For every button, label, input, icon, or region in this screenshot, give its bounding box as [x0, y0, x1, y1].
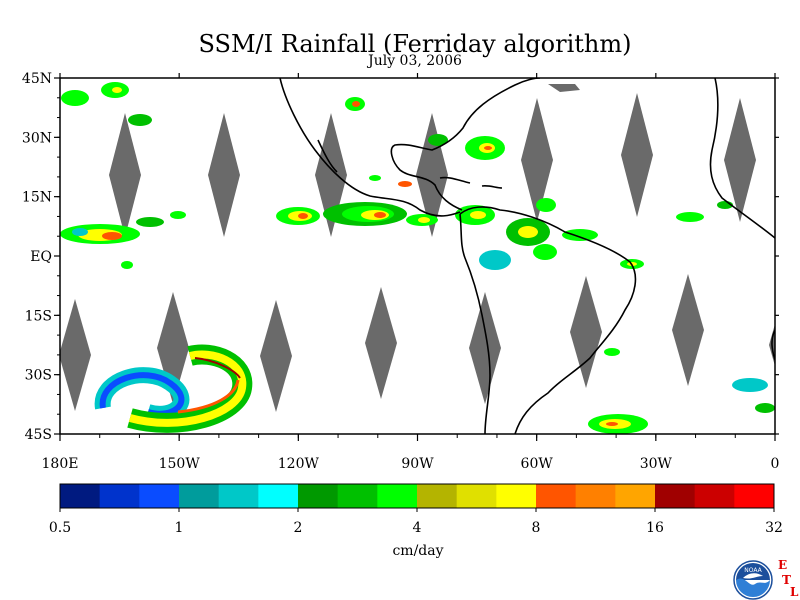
coastlines — [279, 78, 775, 434]
colorbar-tick-label: 4 — [413, 520, 422, 536]
colorbar-tick-label: 2 — [294, 520, 303, 536]
colorbar-tick-label: 1 — [175, 520, 184, 536]
lat-tick-label: EQ — [30, 249, 52, 265]
colorbar-swatch — [734, 484, 775, 508]
colorbar-swatch — [337, 484, 378, 508]
colorbar-swatch — [536, 484, 577, 508]
no-data-swath — [469, 292, 501, 404]
lon-tick-label: 30W — [640, 456, 673, 472]
colorbar-tick-label: 32 — [765, 520, 783, 536]
map-title: SSM/I Rainfall (Ferriday algorithm) — [198, 30, 632, 58]
lon-tick-label: 60W — [521, 456, 554, 472]
lat-tick-label: 15S — [25, 308, 52, 324]
no-data-swath — [260, 300, 292, 412]
lat-tick-label: 15N — [22, 190, 52, 206]
rain-patch-south-atlantic — [588, 348, 775, 434]
etl-letter-t: T — [782, 573, 791, 587]
map-date: July 03, 2006 — [368, 53, 462, 69]
colorbar-swatch — [655, 484, 696, 508]
colorbar-tick-label: 16 — [646, 520, 664, 536]
lon-tick-label: 180E — [42, 456, 79, 472]
colorbar-swatch — [417, 484, 458, 508]
colorbar-swatch — [218, 484, 259, 508]
rain-patches — [60, 82, 775, 434]
noaa-logo: NOAA — [733, 560, 773, 600]
lat-tick-label: 45N — [22, 71, 52, 87]
no-data-swath — [60, 299, 91, 411]
colorbar-unit-label: cm/day — [392, 543, 443, 559]
colorbar-swatch — [139, 484, 180, 508]
etl-letter-l: L — [790, 585, 799, 599]
rain-patch-north-pacific — [61, 82, 152, 126]
lon-axis: 180E 150W 120W 90W 60W 30W 0 — [42, 73, 780, 472]
lat-axis: 45N 30N 15N EQ 15S 30S 45S — [22, 71, 779, 443]
rain-patch-itcz-central — [276, 202, 438, 226]
colorbar-swatch — [575, 484, 616, 508]
no-data-swath — [724, 98, 756, 222]
colorbar-swatch — [456, 484, 497, 508]
no-data-swath — [208, 113, 240, 237]
no-data-swath — [365, 287, 397, 399]
colorbar: 0.5 1 2 4 8 16 32 — [49, 483, 783, 536]
rain-patch-small — [121, 261, 133, 269]
rain-patch-americas — [455, 198, 733, 270]
rain-patch-south-pacific-storm — [94, 344, 253, 433]
lat-tick-label: 30N — [22, 130, 52, 146]
colorbar-tick-label: 8 — [532, 520, 541, 536]
colorbar-swatch — [99, 484, 140, 508]
lon-tick-label: 150W — [159, 456, 201, 472]
rain-patch-itcz-west — [60, 211, 186, 244]
noaa-logo-text: NOAA — [744, 567, 762, 574]
rain-patch-caribbean — [345, 97, 505, 187]
etl-letter-e: E — [778, 558, 788, 572]
colorbar-swatch — [298, 484, 339, 508]
no-data-swath — [672, 274, 704, 386]
no-data-swath — [109, 113, 141, 237]
lon-tick-label: 0 — [771, 456, 780, 472]
lon-tick-label: 90W — [401, 456, 434, 472]
lon-tick-label: 120W — [278, 456, 320, 472]
colorbar-swatch — [615, 484, 656, 508]
no-data-swath — [521, 98, 553, 222]
lat-tick-label: 30S — [25, 368, 52, 384]
colorbar-swatch — [60, 484, 101, 508]
colorbar-swatch — [258, 484, 299, 508]
colorbar-swatch — [496, 484, 537, 508]
lat-tick-label: 45S — [25, 427, 52, 443]
colorbar-swatch — [179, 484, 220, 508]
colorbar-swatch — [694, 484, 735, 508]
colorbar-tick-label: 0.5 — [49, 520, 71, 536]
no-data-swath — [570, 276, 602, 388]
colorbar-swatch — [377, 484, 418, 508]
no-data-swath — [621, 93, 653, 217]
